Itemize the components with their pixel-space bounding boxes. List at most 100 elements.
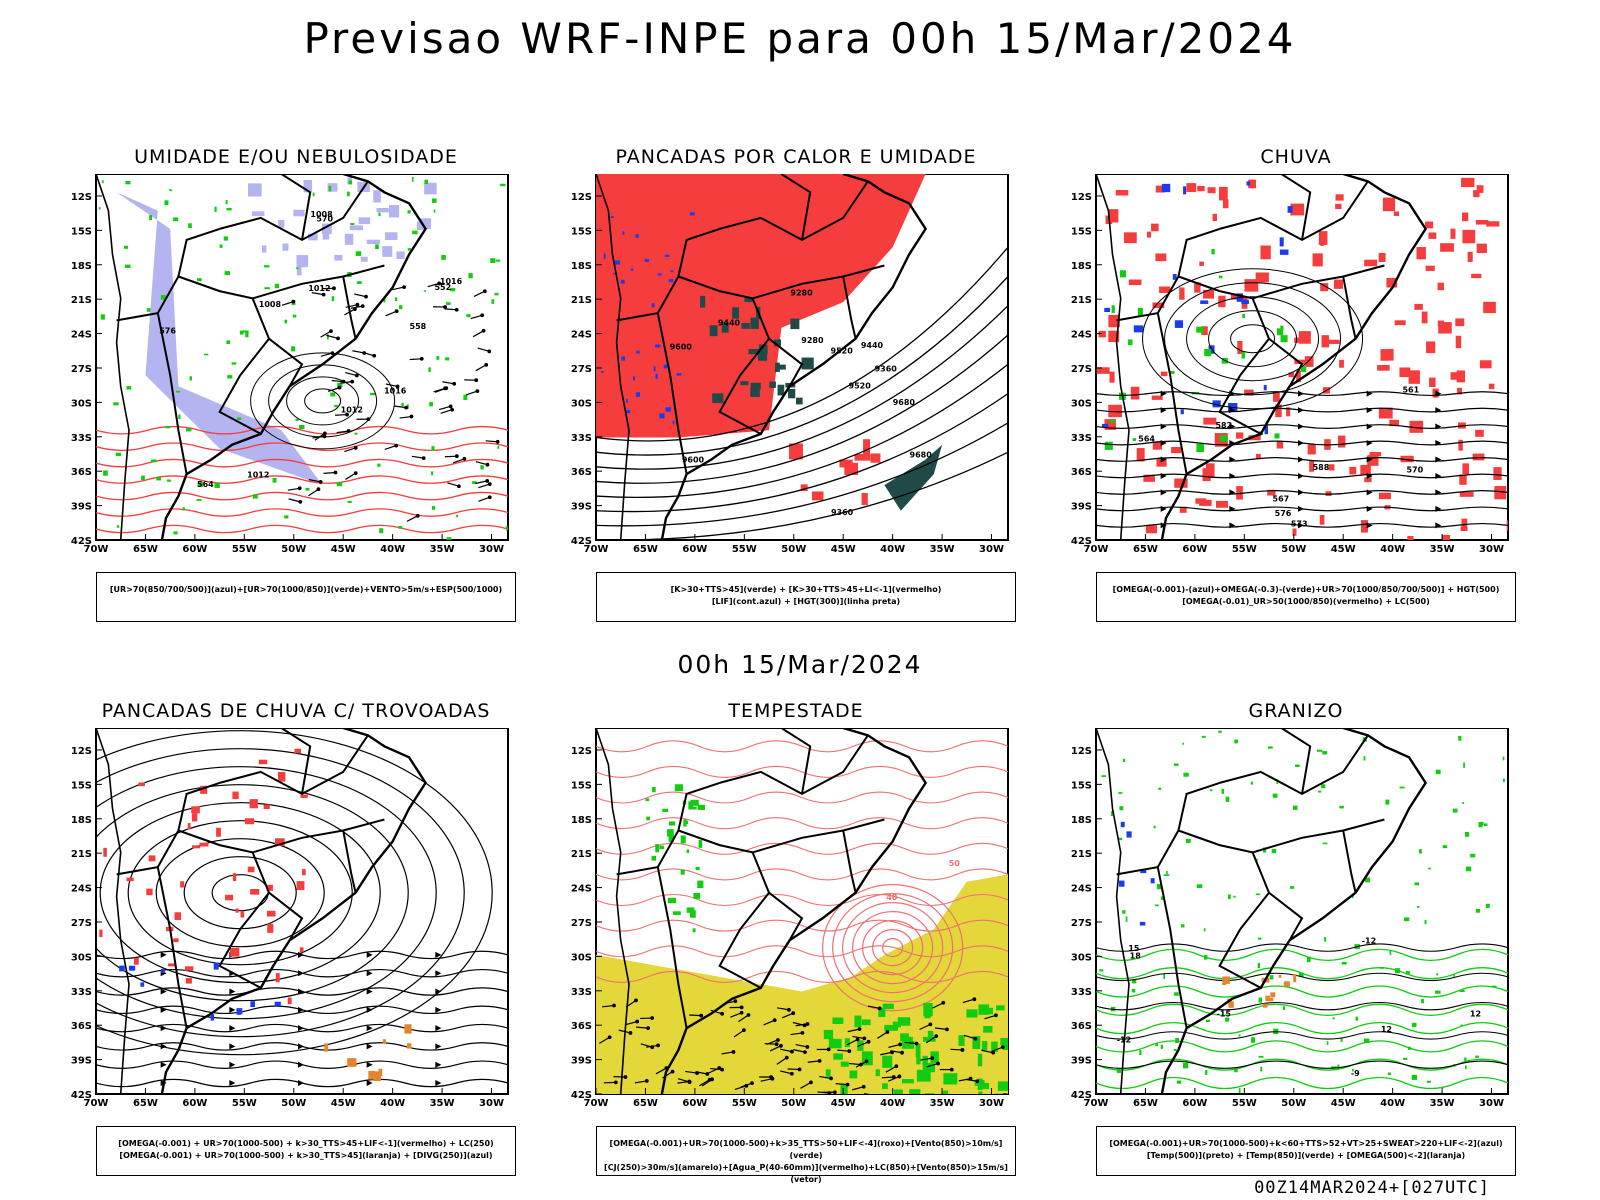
lif-contour-cell <box>664 254 670 257</box>
streamline-arrow <box>1366 489 1373 496</box>
wind-vector-head <box>481 328 486 333</box>
wind850-area-cell <box>897 1017 911 1026</box>
streamline-arrow <box>1160 505 1167 512</box>
streamline-loop <box>99 802 381 984</box>
low-humidity-contour-cell <box>182 507 185 511</box>
wind850-area-cell <box>916 1069 931 1082</box>
contour-label: -9 <box>1351 1069 1360 1078</box>
wind-vector-head <box>731 1050 736 1054</box>
contour-label: 1012 <box>341 406 363 415</box>
wind-vector <box>888 1043 901 1048</box>
rain-cell-cell <box>1320 283 1329 292</box>
lon-label: 40W <box>1380 544 1405 554</box>
rain-cell-cell <box>1455 335 1462 349</box>
wind-vector <box>848 1062 862 1066</box>
heat-humidity-cell-cell <box>777 384 785 396</box>
rain-cell-cell <box>1146 231 1152 238</box>
contour-label: 570 <box>1406 465 1423 474</box>
low-humidity-contour-cell <box>196 499 202 501</box>
lon-label: 35W <box>930 544 955 554</box>
wind-vector <box>399 415 412 419</box>
legend-line: [Temp(500)](preto) + [Temp(850)](verde) … <box>1146 1151 1466 1160</box>
hail-cell-cell <box>1126 831 1132 838</box>
country-border <box>1178 829 1271 930</box>
low-humidity-contour-cell <box>472 481 477 485</box>
contour-label: 582 <box>1215 421 1232 430</box>
hgt300-contour <box>596 451 1008 540</box>
heat-humidity-cell-cell <box>741 323 750 329</box>
rain-cell-cell <box>1202 468 1211 482</box>
rain-cell-cell <box>1219 186 1228 201</box>
lif-contour-cell <box>621 356 625 361</box>
lon-label: 30W <box>479 1098 504 1108</box>
temp850-contour-cell <box>1462 802 1464 804</box>
lon-label: 40W <box>380 544 405 554</box>
low-humidity-contour-cell <box>355 251 362 256</box>
rain-cell-cell <box>1361 520 1368 533</box>
lif-contour-cell <box>657 273 662 276</box>
wind850-area-cell <box>828 1038 842 1049</box>
wind-vector <box>847 1028 860 1033</box>
rain-cell-cell <box>1456 370 1466 383</box>
lon-label: 50W <box>1281 1098 1306 1108</box>
country-border <box>1219 734 1369 796</box>
streamline-arrow <box>229 1043 236 1050</box>
temp850-contour-cell <box>1228 894 1231 899</box>
divergence-cell <box>119 962 281 1021</box>
hgt500-contour <box>1208 310 1298 368</box>
wind850-area-cell <box>966 1009 978 1018</box>
temp850-contour-cell <box>1156 883 1163 890</box>
temp850-contour-cell <box>1331 1066 1337 1069</box>
rain-cell-cell <box>1255 272 1269 283</box>
temp850-contour-cell <box>1163 973 1166 979</box>
streamline-arrow <box>366 970 373 977</box>
wind-vector <box>392 286 405 291</box>
humidity-area <box>116 192 323 486</box>
wind-vector-head <box>360 304 365 309</box>
low-humidity-contour-cell <box>377 463 381 467</box>
temp850-contour-cell <box>1292 805 1298 810</box>
low-humidity-contour-cell <box>245 331 249 338</box>
temp850-contour-cell <box>1234 739 1238 744</box>
temp850-contour-cell <box>1318 790 1322 793</box>
lat-label: 30S <box>71 398 92 409</box>
storm-cell-cell <box>191 813 198 822</box>
omega-cell-cell <box>1104 307 1111 313</box>
coastline-west <box>96 728 130 1094</box>
instability-cell-cell <box>789 443 803 460</box>
lat-label: 39S <box>1071 1056 1092 1067</box>
wind850-area-cell <box>825 1069 831 1077</box>
wind-vector <box>1003 1093 1008 1094</box>
forecast-date: 00h 15/Mar/2024 <box>677 650 923 679</box>
low-humidity-contour-cell <box>436 356 440 360</box>
temp850-contour-cell <box>1365 877 1371 883</box>
streamline-arrow <box>1298 505 1304 512</box>
low-humidity-contour-cell <box>449 287 456 292</box>
rain-cell-cell <box>1319 515 1325 525</box>
lc850-contour <box>842 902 944 994</box>
temp850-contour-cell <box>1166 871 1168 875</box>
lif-contour-cell <box>672 420 675 425</box>
streamline-arrow <box>1229 423 1236 430</box>
wind-vector-head <box>857 1027 862 1032</box>
rain-cell-cell <box>1151 395 1163 400</box>
wind-vector-head <box>890 1050 894 1055</box>
lon-label: 40W <box>1380 1098 1405 1108</box>
lat-label: 39S <box>571 1056 592 1067</box>
wind850-area-cell <box>974 1079 985 1086</box>
contour-label: 573 <box>1291 519 1308 528</box>
wind850-area-cell <box>861 1019 871 1026</box>
temp850-contour-cell <box>1251 1037 1255 1043</box>
streamline-loop <box>127 820 353 966</box>
rain-cell-cell <box>1294 337 1306 343</box>
lat-label: 42S <box>571 536 592 547</box>
wind-vector-head <box>750 1081 754 1086</box>
streamline-arrow <box>1435 440 1442 447</box>
rain-cell-cell <box>1425 265 1435 271</box>
rain-cell-cell <box>1212 213 1217 222</box>
temp850-contour-cell <box>1271 848 1277 854</box>
low-humidity-contour-cell <box>328 185 332 192</box>
rain-cell-cell <box>1128 279 1142 286</box>
storm-cell-cell <box>275 973 280 983</box>
